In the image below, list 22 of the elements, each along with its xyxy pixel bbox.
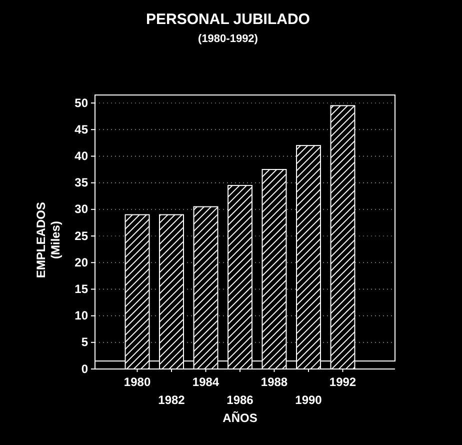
y-tick-label: 35 — [74, 176, 88, 190]
y-tick-label: 20 — [74, 255, 88, 270]
y-tick-label: 25 — [74, 228, 88, 243]
x-tick-label: 1984 — [192, 374, 220, 389]
x-tick-label: 1980 — [124, 374, 151, 389]
chart-subtitle: (1980-1992) — [198, 33, 258, 45]
x-tick-label: 1990 — [295, 392, 322, 407]
y-tick-label: 15 — [74, 282, 88, 296]
y-axis-title: EMPLEADOS (Miles) — [34, 202, 62, 278]
x-tick-label: 1988 — [260, 374, 288, 389]
y-tick-label: 10 — [74, 308, 88, 323]
y-tick-label: 40 — [74, 149, 88, 164]
y-tick-label: 5 — [81, 335, 88, 350]
y-tick-label: 0 — [81, 362, 88, 376]
chart-title: PERSONAL JUBILADO — [146, 11, 310, 28]
x-tick-label: 1992 — [329, 374, 356, 389]
x-tick-label: 1982 — [158, 392, 186, 407]
y-tick-label: 50 — [74, 96, 88, 110]
x-tick-label: 1986 — [226, 392, 254, 407]
y-tick-label: 30 — [74, 202, 88, 216]
y-tick-label: 45 — [74, 122, 88, 136]
x-axis-title: AÑOS — [222, 411, 258, 425]
